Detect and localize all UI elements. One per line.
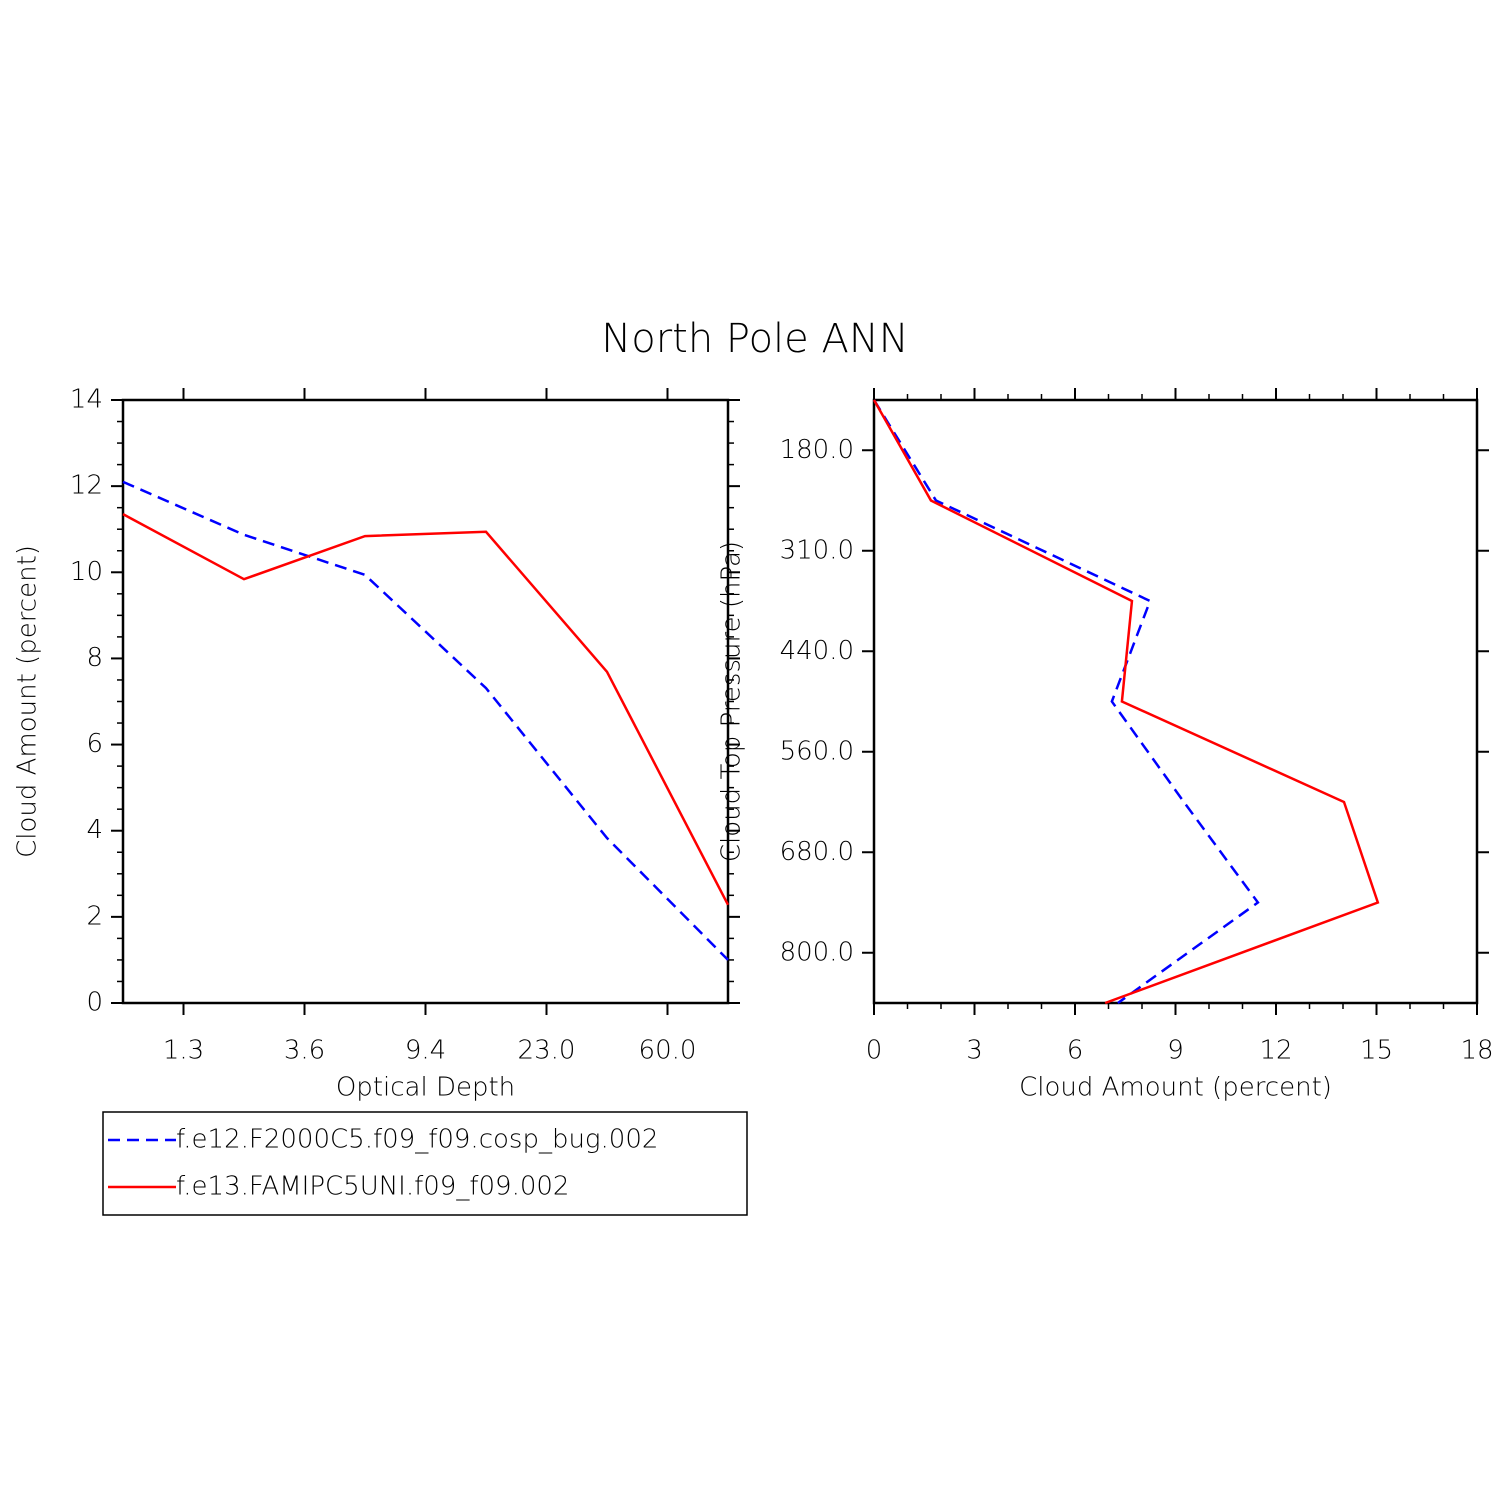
x-axis-label: Optical Depth — [336, 1073, 515, 1103]
y-tick-label: 180.0 — [780, 435, 854, 465]
x-tick-label: 12 — [1259, 1036, 1292, 1066]
data-line — [122, 513, 730, 906]
data-line — [122, 480, 729, 961]
x-tick-label: 3.6 — [284, 1036, 325, 1066]
legend-label: f.e12.F2000C5.f09_f09.cosp_bug.002 — [176, 1125, 658, 1155]
x-tick-label: 0 — [866, 1036, 883, 1066]
y-axis-label: Cloud Amount (percent) — [13, 545, 43, 858]
data-line — [872, 399, 1260, 1005]
x-axis-label: Cloud Amount (percent) — [1019, 1073, 1332, 1103]
y-tick-label: 14 — [70, 385, 103, 415]
y-tick-label: 560.0 — [780, 736, 854, 766]
y-tick-label: 12 — [70, 471, 103, 501]
x-tick-label: 6 — [1067, 1036, 1084, 1066]
y-tick-label: 440.0 — [780, 636, 854, 666]
legend-label: f.e13.FAMIPC5UNI.f09_f09.002 — [176, 1172, 569, 1202]
x-tick-label: 18 — [1460, 1036, 1493, 1066]
x-tick-label: 9.4 — [405, 1036, 446, 1066]
y-tick-label: 0 — [86, 988, 103, 1018]
y-tick-label: 6 — [86, 729, 103, 759]
x-tick-label: 60.0 — [639, 1036, 697, 1066]
y-tick-label: 2 — [86, 901, 103, 931]
x-tick-label: 9 — [1167, 1036, 1184, 1066]
y-axis-label: Cloud Top Pressure (hPa) — [717, 541, 747, 862]
y-tick-label: 10 — [70, 557, 103, 587]
legend-box — [102, 1111, 748, 1216]
y-tick-label: 4 — [86, 815, 103, 845]
y-tick-label: 310.0 — [780, 535, 854, 565]
x-tick-label: 3 — [966, 1036, 983, 1066]
y-tick-label: 680.0 — [780, 837, 854, 867]
y-tick-label: 8 — [86, 643, 103, 673]
x-tick-label: 23.0 — [518, 1036, 576, 1066]
data-line — [872, 399, 1380, 1005]
y-tick-label: 800.0 — [780, 937, 854, 967]
x-tick-label: 15 — [1360, 1036, 1393, 1066]
x-tick-label: 1.3 — [163, 1036, 204, 1066]
figure-title: North Pole ANN — [601, 316, 908, 362]
